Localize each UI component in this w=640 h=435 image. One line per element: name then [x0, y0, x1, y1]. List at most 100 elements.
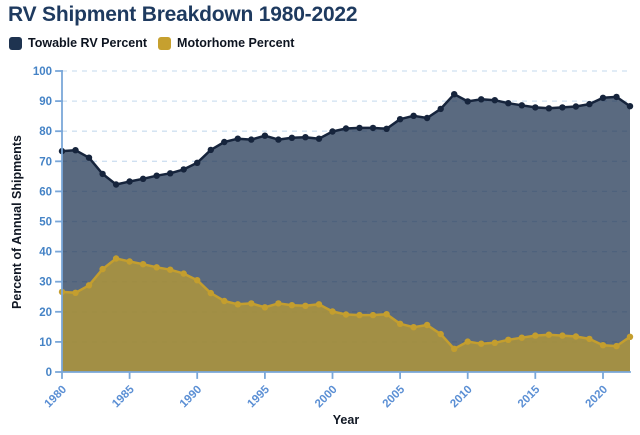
motorhome-point-1997[interactable]	[288, 302, 296, 309]
legend-item-motorhome[interactable]: Motorhome Percent	[158, 36, 294, 50]
towable-point-1993[interactable]	[234, 135, 241, 142]
motorhome-point-2018[interactable]	[572, 333, 580, 340]
svg-text:2005: 2005	[381, 383, 408, 410]
towable-point-2016[interactable]	[545, 105, 553, 112]
motorhome-point-2017[interactable]	[559, 332, 566, 339]
svg-text:1980: 1980	[43, 384, 70, 411]
towable-point-1999[interactable]	[315, 135, 323, 142]
motorhome-point-1986[interactable]	[139, 261, 147, 268]
motorhome-point-1981[interactable]	[72, 289, 79, 296]
towable-point-2004[interactable]	[383, 125, 390, 132]
motorhome-point-1999[interactable]	[315, 301, 323, 308]
motorhome-point-1990[interactable]	[194, 277, 201, 284]
svg-text:0: 0	[46, 367, 52, 379]
towable-point-2012[interactable]	[491, 97, 498, 104]
towable-point-2019[interactable]	[586, 100, 593, 108]
towable-point-1997[interactable]	[288, 134, 296, 141]
motorhome-point-2007[interactable]	[423, 321, 431, 329]
svg-text:60: 60	[39, 186, 52, 198]
towable-point-2008[interactable]	[437, 105, 444, 113]
motorhome-point-2010[interactable]	[464, 338, 471, 345]
svg-text:80: 80	[39, 126, 52, 138]
motorhome-point-1989[interactable]	[180, 270, 187, 277]
towable-point-1989[interactable]	[180, 166, 187, 173]
motorhome-point-1987[interactable]	[153, 264, 160, 271]
towable-point-1990[interactable]	[194, 159, 201, 166]
motorhome-point-1991[interactable]	[207, 289, 214, 297]
motorhome-point-2015[interactable]	[532, 332, 539, 339]
motorhome-point-2019[interactable]	[586, 335, 593, 343]
motorhome-point-1983[interactable]	[99, 265, 106, 273]
towable-point-1987[interactable]	[153, 172, 160, 179]
towable-point-1995[interactable]	[261, 132, 269, 139]
motorhome-point-2011[interactable]	[478, 340, 485, 347]
motorhome-point-2022[interactable]	[626, 333, 634, 340]
towable-point-2006[interactable]	[410, 112, 417, 120]
towable-point-2013[interactable]	[505, 100, 512, 107]
motorhome-point-1982[interactable]	[85, 282, 93, 289]
y-axis-title: Percent of Annual Shipments	[10, 135, 24, 309]
svg-text:50: 50	[39, 217, 52, 229]
y-tick-labels: 0 10 20 30 40 50 60 70 80 90 100	[33, 66, 52, 379]
motorhome-point-2005[interactable]	[396, 320, 404, 327]
motorhome-point-1994[interactable]	[248, 300, 255, 307]
chart-title: RV Shipment Breakdown 1980-2022	[8, 3, 358, 26]
towable-point-2002[interactable]	[356, 124, 363, 132]
motorhome-point-1996[interactable]	[275, 300, 282, 307]
towable-point-2007[interactable]	[423, 114, 431, 122]
motorhome-point-1995[interactable]	[261, 304, 269, 311]
towable-point-1982[interactable]	[85, 154, 93, 161]
towable-point-1996[interactable]	[275, 136, 282, 143]
towable-point-2001[interactable]	[342, 125, 350, 132]
motorhome-point-2002[interactable]	[356, 311, 363, 319]
towable-point-1998[interactable]	[302, 134, 309, 141]
towable-point-2014[interactable]	[518, 102, 525, 109]
motorhome-point-2003[interactable]	[369, 311, 377, 319]
motorhome-point-2008[interactable]	[437, 330, 444, 338]
motorhome-point-2000[interactable]	[329, 308, 336, 315]
motorhome-point-2014[interactable]	[518, 334, 525, 341]
towable-point-1994[interactable]	[248, 136, 255, 143]
motorhome-point-1984[interactable]	[112, 255, 120, 262]
towable-point-1981[interactable]	[72, 147, 79, 154]
towable-point-2003[interactable]	[369, 124, 377, 132]
towable-point-2018[interactable]	[572, 103, 580, 110]
motorhome-point-2009[interactable]	[451, 345, 458, 352]
towable-point-1991[interactable]	[207, 146, 214, 154]
towable-point-2000[interactable]	[329, 128, 336, 135]
towable-point-1988[interactable]	[167, 170, 174, 177]
motorhome-point-2020[interactable]	[599, 342, 607, 349]
towable-point-2015[interactable]	[532, 104, 539, 111]
motorhome-point-2013[interactable]	[505, 336, 512, 343]
towable-point-2022[interactable]	[626, 103, 634, 110]
svg-text:70: 70	[39, 156, 52, 168]
towable-point-1985[interactable]	[126, 178, 133, 185]
motorhome-point-1998[interactable]	[302, 302, 309, 309]
towable-point-2017[interactable]	[559, 104, 566, 111]
towable-points[interactable]	[58, 91, 634, 188]
towable-point-1984[interactable]	[112, 181, 120, 188]
towable-point-1992[interactable]	[221, 138, 228, 146]
towable-point-2005[interactable]	[396, 116, 404, 123]
motorhome-point-1985[interactable]	[126, 258, 133, 265]
motorhome-point-2006[interactable]	[410, 324, 417, 331]
motorhome-point-1993[interactable]	[234, 301, 241, 308]
towable-point-2010[interactable]	[464, 98, 471, 105]
towable-point-2021[interactable]	[613, 93, 620, 101]
motorhome-point-2001[interactable]	[342, 311, 350, 318]
towable-point-1986[interactable]	[139, 175, 147, 182]
motorhome-point-1992[interactable]	[221, 297, 228, 305]
towable-point-2011[interactable]	[478, 96, 485, 103]
motorhome-point-1988[interactable]	[167, 266, 174, 273]
towable-point-2020[interactable]	[599, 94, 607, 102]
legend-item-towable[interactable]: Towable RV Percent	[9, 36, 147, 50]
motorhome-point-2016[interactable]	[545, 331, 553, 338]
svg-text:2020: 2020	[584, 384, 611, 411]
motorhome-point-2021[interactable]	[613, 342, 620, 350]
towable-point-2009[interactable]	[451, 91, 458, 98]
motorhome-point-2004[interactable]	[383, 311, 390, 318]
towable-point-1983[interactable]	[99, 170, 106, 178]
motorhome-point-2012[interactable]	[491, 339, 498, 346]
motorhome-points[interactable]	[58, 255, 634, 352]
